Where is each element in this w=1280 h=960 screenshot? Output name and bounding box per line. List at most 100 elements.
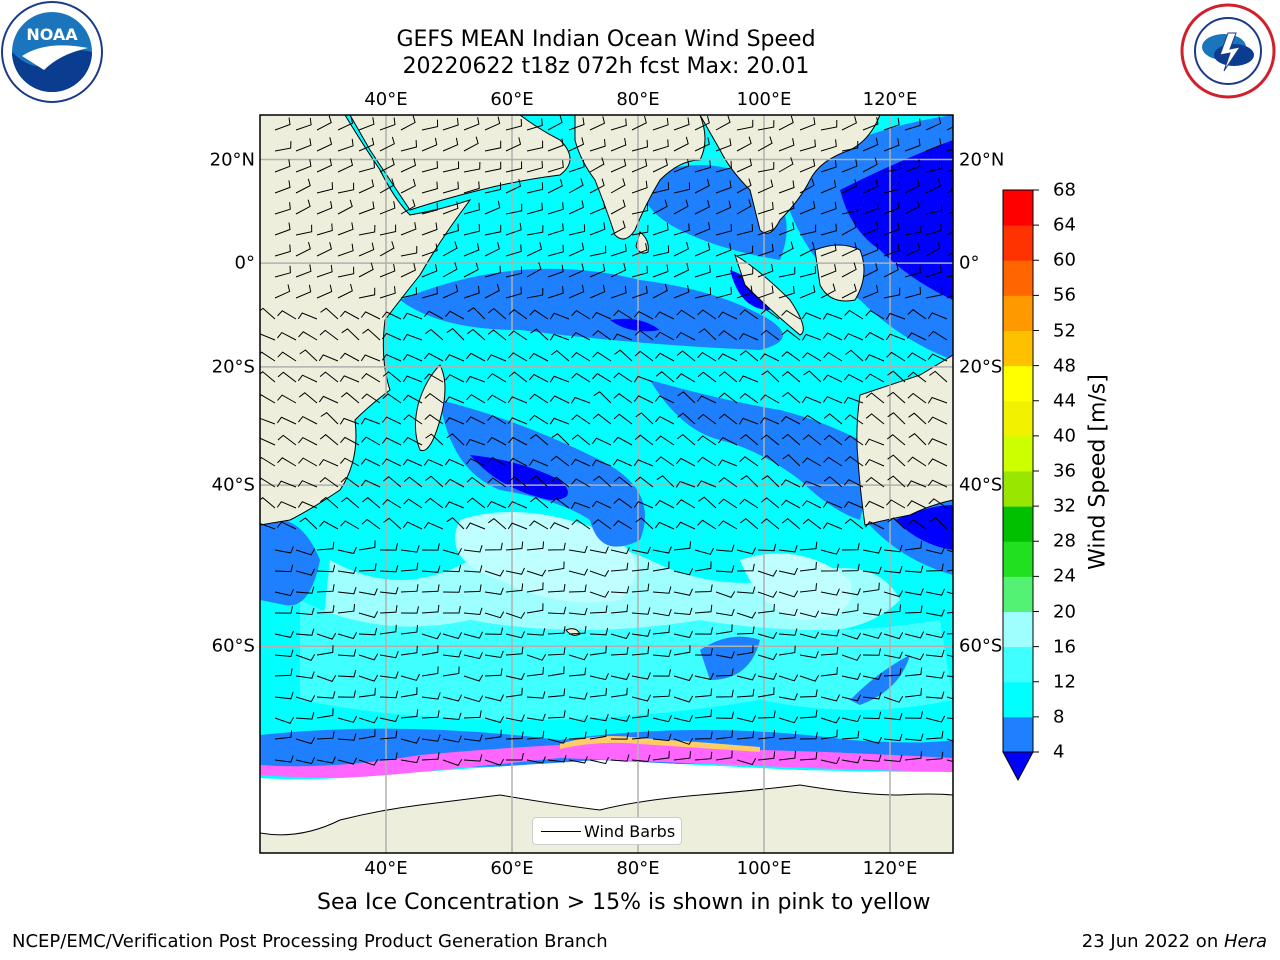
wind-barb <box>610 138 627 152</box>
wind-barb <box>883 138 900 152</box>
wind-barb <box>358 540 376 551</box>
wind-barb <box>589 673 609 681</box>
wind-barb <box>613 436 633 446</box>
wind-barb <box>925 161 943 173</box>
wind-barb <box>505 286 522 299</box>
wind-barb <box>654 395 675 404</box>
wind-barb <box>904 631 925 639</box>
wind-barb <box>612 333 633 341</box>
wind-barb <box>631 709 649 719</box>
wind-barb <box>802 434 822 446</box>
wind-barb <box>425 475 444 488</box>
sea-ice-band <box>260 738 953 778</box>
wind-barb <box>589 688 607 698</box>
wind-barb <box>568 224 586 236</box>
wind-barb <box>484 627 504 635</box>
wind-barb <box>337 266 355 278</box>
wind-barb <box>673 136 689 152</box>
wind-barb <box>631 583 650 593</box>
wind-barb <box>379 264 396 278</box>
longitude-label-top: 80°E <box>616 89 660 110</box>
footer-date-text: 23 Jun 2022 on <box>1081 931 1224 952</box>
wind-barb <box>424 392 444 404</box>
wind-barb <box>799 610 820 618</box>
wind-barb <box>883 201 900 215</box>
wind-barb <box>589 139 606 152</box>
wind-barb <box>862 137 879 152</box>
wind-barb <box>484 569 505 577</box>
wind-barb <box>927 312 948 320</box>
wind-barb <box>274 691 294 700</box>
wind-barb <box>402 375 423 383</box>
wind-barb <box>400 736 421 744</box>
wind-barb <box>862 263 878 278</box>
colorbar-tick-label: 28 <box>1053 530 1076 552</box>
wind-barb <box>295 695 316 703</box>
wind-barb <box>778 241 794 257</box>
wind-barb <box>820 629 840 637</box>
wind-barb <box>610 199 626 215</box>
wind-barb <box>757 653 778 661</box>
wind-barb <box>613 309 633 320</box>
wind-barb <box>319 329 339 341</box>
wind-barb <box>652 669 671 677</box>
wind-barb <box>507 417 528 425</box>
wind-barb <box>295 654 316 662</box>
wind-barb <box>655 456 675 467</box>
wind-barb <box>589 570 610 577</box>
wind-barb <box>862 672 882 680</box>
wind-barb <box>906 480 927 488</box>
wind-barb <box>295 117 312 131</box>
wind-barb <box>465 375 486 383</box>
wind-barb <box>529 393 549 404</box>
wind-band-very-calm <box>840 140 953 300</box>
wind-barb <box>862 179 879 194</box>
wind-barb <box>487 307 507 320</box>
wind-barb <box>316 564 336 573</box>
wind-barb <box>340 476 360 488</box>
wind-barb <box>652 222 669 236</box>
wind-barb <box>260 417 276 425</box>
wind-barb <box>760 518 780 530</box>
wind-barb <box>925 631 945 639</box>
wind-barb <box>673 751 691 761</box>
wind-barb <box>844 373 864 383</box>
wind-barb <box>845 349 864 362</box>
longitude-label-bottom: 60°E <box>490 858 534 879</box>
wind-barb <box>715 200 732 215</box>
wind-barb <box>631 646 650 656</box>
longitude-label-bottom: 80°E <box>616 858 660 879</box>
wind-barb <box>568 545 588 554</box>
wind-barb <box>736 611 757 619</box>
wind-barb <box>841 756 861 764</box>
wind-barb <box>505 567 525 575</box>
wind-barb <box>466 497 486 509</box>
wind-barb <box>822 332 843 341</box>
wind-barb <box>505 731 524 740</box>
wind-barb <box>547 244 564 257</box>
wind-barb <box>274 265 291 278</box>
wind-barb <box>736 285 753 299</box>
wind-barb <box>421 692 441 700</box>
wind-barb <box>442 137 459 152</box>
wind-barb <box>841 542 860 551</box>
wind-barb <box>400 287 418 299</box>
wind-barb <box>761 370 780 383</box>
wind-barb <box>547 561 565 572</box>
wind-barb <box>358 179 375 194</box>
wind-barb <box>424 373 444 383</box>
wind-barb <box>298 436 318 446</box>
wind-barb <box>442 181 459 194</box>
wind-barb <box>505 179 522 194</box>
wind-barb <box>526 287 544 299</box>
wind-barb <box>634 350 654 362</box>
wind-barb <box>463 545 483 553</box>
footer-credit: NCEP/EMC/Verification Post Processing Pr… <box>12 931 608 952</box>
wind-barb <box>568 626 587 635</box>
latitude-label-right: 60°S <box>959 635 1003 657</box>
wind-barb <box>568 568 589 576</box>
wind-barb <box>631 607 651 615</box>
wind-barb <box>316 645 334 656</box>
wind-barb <box>677 412 696 425</box>
